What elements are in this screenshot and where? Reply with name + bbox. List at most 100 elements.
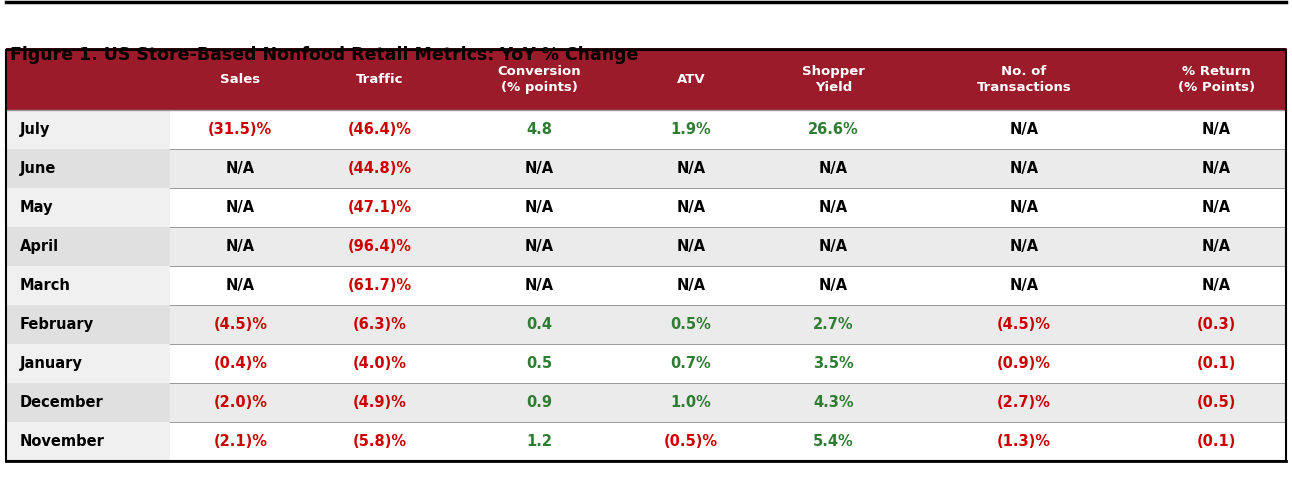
Text: (1.3)%: (1.3)%: [997, 434, 1050, 449]
Text: 2.7%: 2.7%: [813, 317, 854, 332]
Text: January: January: [19, 356, 83, 371]
Text: 0.9: 0.9: [526, 395, 552, 410]
Bar: [6, 344, 1286, 383]
Bar: [6, 305, 1286, 344]
Bar: [6, 422, 171, 461]
Text: (0.1): (0.1): [1196, 356, 1236, 371]
Text: 1.9%: 1.9%: [671, 122, 712, 137]
Text: N/A: N/A: [226, 239, 255, 254]
Text: N/A: N/A: [819, 278, 848, 293]
Text: (46.4)%: (46.4)%: [348, 122, 412, 137]
Text: N/A: N/A: [525, 239, 554, 254]
Text: (47.1)%: (47.1)%: [348, 200, 412, 215]
Text: (0.3): (0.3): [1196, 317, 1236, 332]
Text: (44.8)%: (44.8)%: [348, 161, 412, 176]
Bar: [6, 50, 1286, 461]
Bar: [6, 110, 171, 149]
Text: April: April: [19, 239, 58, 254]
Text: N/A: N/A: [226, 278, 255, 293]
Text: N/A: N/A: [677, 239, 705, 254]
Bar: [6, 227, 171, 266]
Text: N/A: N/A: [226, 200, 255, 215]
Text: July: July: [19, 122, 50, 137]
Bar: [6, 149, 1286, 188]
Text: (4.9)%: (4.9)%: [353, 395, 407, 410]
Text: 3.5%: 3.5%: [813, 356, 854, 371]
Text: N/A: N/A: [677, 278, 705, 293]
Text: Shopper
Yield: Shopper Yield: [802, 65, 866, 94]
Text: N/A: N/A: [677, 200, 705, 215]
Text: (0.5)%: (0.5)%: [664, 434, 718, 449]
Bar: [6, 266, 171, 305]
Text: (2.7)%: (2.7)%: [997, 395, 1050, 410]
Text: (4.5)%: (4.5)%: [213, 317, 267, 332]
Text: 5.4%: 5.4%: [813, 434, 854, 449]
Text: Conversion
(% points): Conversion (% points): [497, 65, 581, 94]
Text: N/A: N/A: [525, 200, 554, 215]
Text: 0.5: 0.5: [526, 356, 552, 371]
Text: ATV: ATV: [677, 72, 705, 86]
Text: November: November: [19, 434, 105, 449]
Bar: [6, 48, 1286, 110]
Text: (4.5)%: (4.5)%: [997, 317, 1050, 332]
Bar: [6, 266, 1286, 305]
Text: (0.5): (0.5): [1196, 395, 1236, 410]
Text: N/A: N/A: [819, 200, 848, 215]
Text: (6.3)%: (6.3)%: [353, 317, 407, 332]
Text: (0.4)%: (0.4)%: [213, 356, 267, 371]
Text: 4.8: 4.8: [526, 122, 552, 137]
Text: N/A: N/A: [1202, 278, 1231, 293]
Text: N/A: N/A: [1009, 161, 1039, 176]
Text: N/A: N/A: [819, 161, 848, 176]
Bar: [6, 188, 1286, 227]
Text: N/A: N/A: [525, 278, 554, 293]
Bar: [6, 188, 171, 227]
Bar: [6, 383, 1286, 422]
Text: N/A: N/A: [1009, 200, 1039, 215]
Text: (0.1): (0.1): [1196, 434, 1236, 449]
Text: N/A: N/A: [1202, 122, 1231, 137]
Bar: [6, 383, 171, 422]
Bar: [6, 305, 171, 344]
Text: No. of
Transactions: No. of Transactions: [977, 65, 1071, 94]
Text: (2.1)%: (2.1)%: [213, 434, 267, 449]
Text: N/A: N/A: [1009, 122, 1039, 137]
Text: Traffic: Traffic: [357, 72, 404, 86]
Text: N/A: N/A: [677, 161, 705, 176]
Text: (31.5)%: (31.5)%: [208, 122, 273, 137]
Bar: [6, 110, 1286, 149]
Bar: [6, 344, 171, 383]
Bar: [6, 422, 1286, 461]
Text: N/A: N/A: [1202, 239, 1231, 254]
Text: (2.0)%: (2.0)%: [213, 395, 267, 410]
Text: December: December: [19, 395, 103, 410]
Text: 0.7%: 0.7%: [671, 356, 712, 371]
Text: 1.2: 1.2: [526, 434, 552, 449]
Text: (5.8)%: (5.8)%: [353, 434, 407, 449]
Text: (61.7)%: (61.7)%: [348, 278, 412, 293]
Text: 1.0%: 1.0%: [671, 395, 712, 410]
Text: % Return
(% Points): % Return (% Points): [1178, 65, 1255, 94]
Text: N/A: N/A: [525, 161, 554, 176]
Text: Figure 1. US Store-Based Nonfood Retail Metrics: YoY % Change: Figure 1. US Store-Based Nonfood Retail …: [10, 46, 638, 63]
Text: February: February: [19, 317, 94, 332]
Text: 0.5%: 0.5%: [671, 317, 712, 332]
Text: May: May: [19, 200, 53, 215]
Bar: [6, 227, 1286, 266]
Text: N/A: N/A: [1009, 278, 1039, 293]
Text: (0.9)%: (0.9)%: [997, 356, 1050, 371]
Bar: [6, 149, 171, 188]
Text: N/A: N/A: [1202, 161, 1231, 176]
Text: March: March: [19, 278, 71, 293]
Text: N/A: N/A: [226, 161, 255, 176]
Text: June: June: [19, 161, 56, 176]
Text: 0.4: 0.4: [526, 317, 552, 332]
Text: 26.6%: 26.6%: [809, 122, 859, 137]
Text: (96.4)%: (96.4)%: [348, 239, 412, 254]
Text: (4.0)%: (4.0)%: [353, 356, 407, 371]
Text: N/A: N/A: [1202, 200, 1231, 215]
Text: Sales: Sales: [220, 72, 261, 86]
Text: 4.3%: 4.3%: [813, 395, 854, 410]
Text: N/A: N/A: [1009, 239, 1039, 254]
Text: N/A: N/A: [819, 239, 848, 254]
